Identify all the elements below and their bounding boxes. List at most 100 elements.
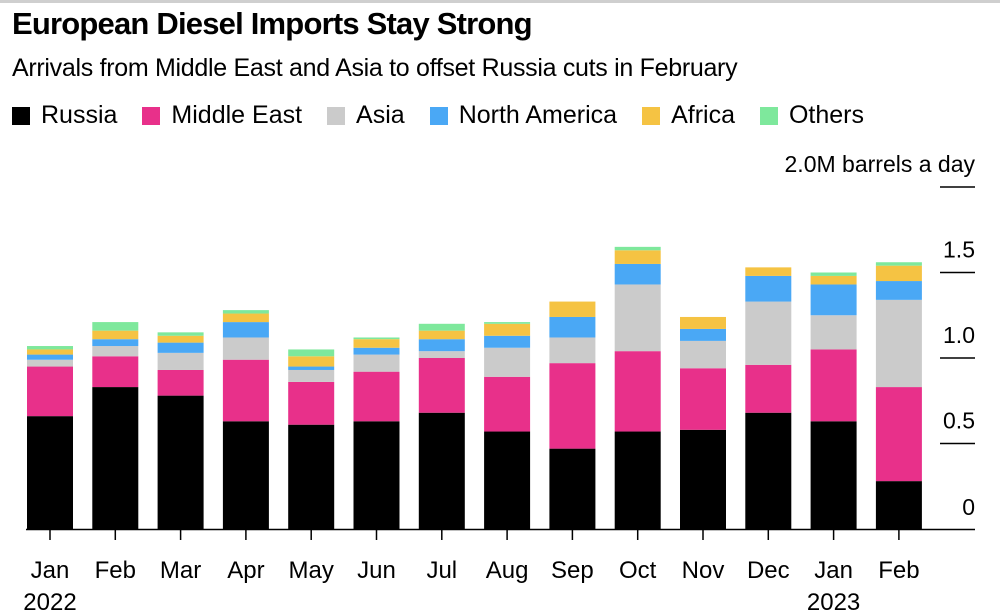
legend-swatch-russia — [12, 106, 30, 125]
bar-stack — [418, 323, 465, 529]
bar-segment-north-america — [222, 322, 269, 338]
legend-swatch-others — [759, 106, 778, 125]
bar-stack — [614, 246, 661, 529]
bar-segment-africa — [745, 267, 792, 276]
legend-label-africa: Africa — [671, 101, 735, 129]
bar-stack — [484, 322, 531, 529]
bar-segment-russia — [27, 416, 73, 529]
x-year-label: 2023 — [807, 589, 860, 615]
y-tick-label: 0 — [962, 494, 975, 520]
bar-segment-middle-east — [549, 363, 596, 449]
bar-segment-north-america — [92, 339, 139, 347]
legend-item-africa: Africa — [642, 101, 735, 130]
x-tick-label: Jun — [357, 557, 396, 584]
bar-segment-others — [484, 322, 531, 324]
legend-label-middle-east: Middle East — [171, 101, 303, 129]
legend-item-others: Others — [759, 101, 865, 130]
bar-stack — [157, 332, 204, 529]
bar-segment-russia — [810, 421, 857, 529]
bar-segment-africa — [288, 356, 335, 367]
x-tick-label: Jul — [426, 557, 457, 584]
y-tick-label: 1.0 — [943, 322, 975, 348]
bar-segment-middle-east — [288, 381, 335, 425]
legend-swatch-north-america — [429, 106, 448, 125]
legend-label-north-america: North America — [458, 101, 618, 129]
bar-segment-middle-east — [745, 364, 792, 413]
y-unit-label: 2.0M barrels a day — [785, 151, 976, 177]
bar-segment-others — [157, 332, 204, 336]
bar-segment-north-america — [680, 328, 726, 341]
bar-segment-africa — [157, 335, 204, 343]
bar-segment-asia — [745, 301, 792, 365]
bar-segment-others — [222, 310, 269, 314]
legend-swatch-africa — [642, 106, 661, 125]
bar-stack — [27, 346, 73, 529]
bar-segment-north-america — [418, 339, 465, 352]
bar-segment-russia — [745, 412, 792, 529]
bar-segment-north-america — [157, 342, 204, 353]
bar-segment-others — [288, 349, 335, 357]
bar-segment-russia — [418, 412, 465, 529]
bar-segment-russia — [484, 431, 531, 529]
bar-stack — [92, 322, 139, 529]
bar-segment-others — [92, 322, 139, 331]
bar-segment-africa — [484, 323, 531, 336]
bar-segment-asia — [418, 351, 465, 358]
x-tick-label: Nov — [682, 557, 725, 584]
x-tick-label: Dec — [747, 557, 790, 584]
bar-stack — [288, 349, 335, 529]
legend: Russia Middle East Asia North America Af… — [12, 101, 889, 130]
bar-segment-middle-east — [92, 356, 139, 388]
bar-segment-others — [810, 272, 857, 276]
x-tick-label: Feb — [878, 557, 919, 584]
bar-segment-middle-east — [875, 387, 922, 482]
bar-segment-middle-east — [614, 351, 661, 432]
legend-item-north-america: North America — [429, 101, 618, 130]
bar-segment-asia — [875, 299, 922, 388]
bar-segment-middle-east — [157, 369, 204, 396]
bar-segment-middle-east — [27, 366, 73, 417]
top-border — [0, 0, 1000, 3]
bar-stack — [222, 310, 269, 529]
bar-segment-russia — [222, 421, 269, 529]
legend-swatch-middle-east — [142, 106, 161, 125]
bar-stack — [680, 316, 726, 529]
x-year-label: 2022 — [23, 589, 76, 615]
x-axis: Jan Feb Mar Apr May Jun Jul Aug Sep Oct Nov Dec Jan F… — [23, 528, 975, 615]
bar-segment-north-america — [484, 335, 531, 348]
legend-swatch-asia — [327, 106, 346, 125]
bar-segment-north-america — [614, 263, 661, 285]
bar-segment-north-america — [27, 354, 73, 360]
x-tick-label: Aug — [486, 557, 529, 584]
bar-segment-asia — [353, 354, 400, 372]
chart-subtitle: Arrivals from Middle East and Asia to of… — [12, 54, 738, 82]
x-tick-label: Jan — [814, 557, 853, 584]
bar-segment-russia — [614, 431, 661, 529]
bar-segment-north-america — [810, 284, 857, 316]
bar-segment-russia — [288, 424, 335, 529]
bar-segment-russia — [875, 481, 922, 529]
bar-segment-asia — [92, 346, 139, 357]
x-tick-label: Jan — [31, 557, 70, 584]
legend-item-asia: Asia — [327, 101, 405, 130]
bar-segment-asia — [27, 359, 73, 367]
bar-stack — [745, 267, 792, 529]
bar-segment-asia — [549, 337, 596, 364]
bar-segment-others — [875, 262, 922, 266]
y-tick-label: 1.5 — [943, 237, 975, 263]
bar-segment-middle-east — [222, 359, 269, 422]
bar-stack — [353, 337, 400, 529]
x-tick-label: May — [289, 557, 334, 584]
bar-segment-russia — [157, 395, 204, 529]
bar-segment-north-america — [745, 275, 792, 302]
bar-segment-others — [418, 323, 465, 331]
bar-segment-asia — [484, 347, 531, 377]
bar-segment-middle-east — [680, 368, 726, 430]
bar-segment-others — [614, 246, 661, 251]
y-axis: 0 0.5 1.0 1.5 2.0M barrels a day — [785, 151, 976, 520]
bar-segment-asia — [680, 340, 726, 369]
x-tick-label: Feb — [95, 557, 136, 584]
bar-segment-africa — [810, 275, 857, 285]
legend-item-russia: Russia — [12, 101, 117, 130]
legend-label-others: Others — [788, 101, 865, 129]
